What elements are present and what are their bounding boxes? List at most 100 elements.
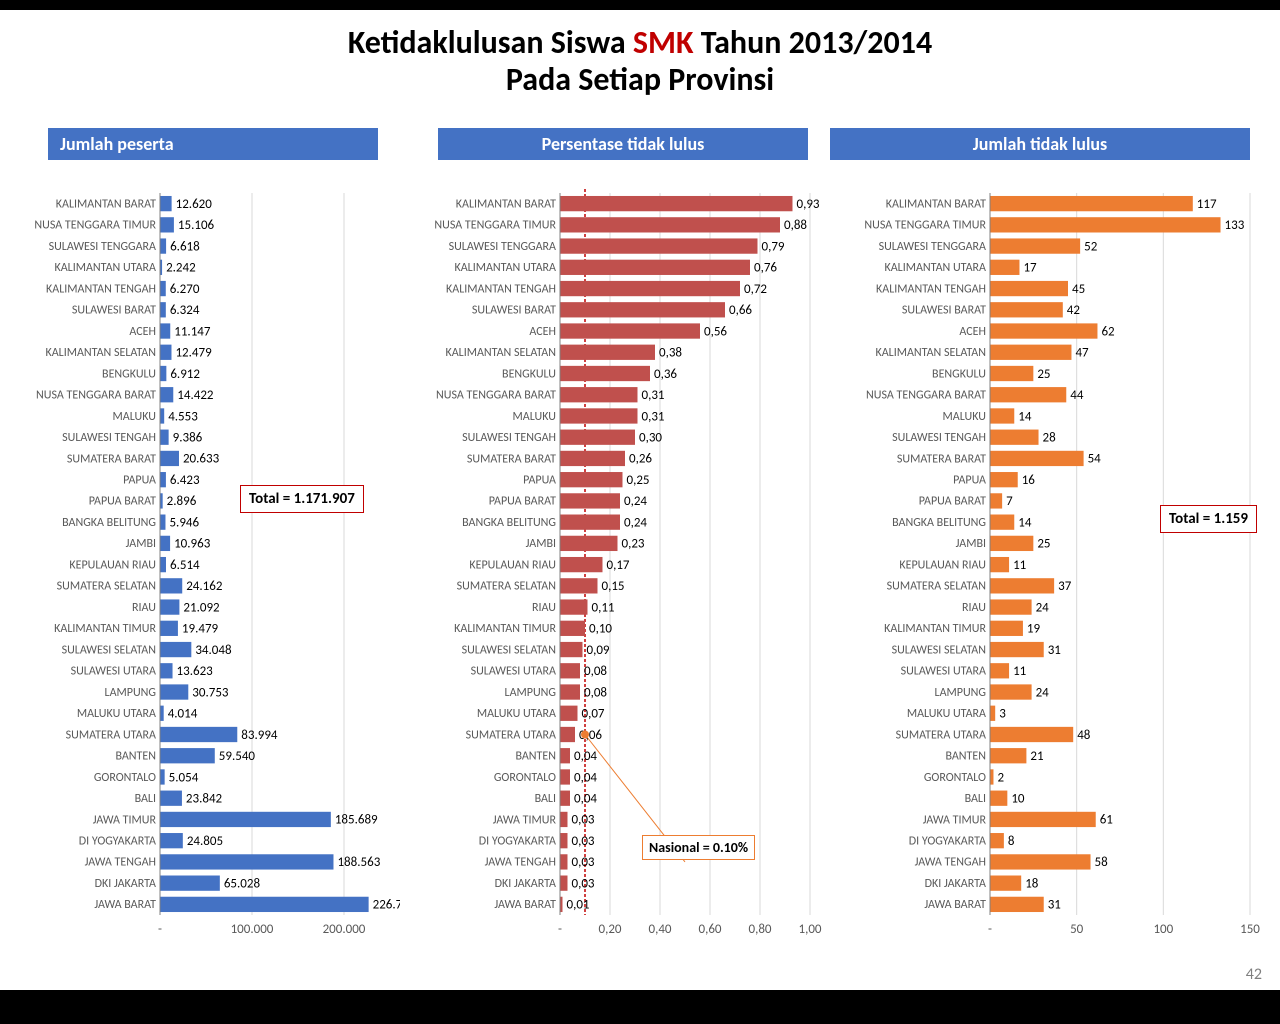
svg-text:SUMATERA BARAT: SUMATERA BARAT [897, 452, 986, 466]
svg-text:SULAWESI BARAT: SULAWESI BARAT [472, 304, 556, 318]
svg-text:SULAWESI TENGGARA: SULAWESI TENGGARA [879, 240, 986, 254]
header-right: Jumlah tidak lulus [830, 128, 1250, 160]
svg-text:14: 14 [1018, 409, 1032, 424]
title-red: SMK [633, 23, 694, 62]
svg-text:KALIMANTAN TIMUR: KALIMANTAN TIMUR [454, 622, 556, 636]
svg-text:19.479: 19.479 [182, 622, 219, 637]
svg-text:SULAWESI SELATAN: SULAWESI SELATAN [462, 643, 556, 657]
svg-text:JAWA TENGAH: JAWA TENGAH [485, 856, 556, 870]
svg-text:KALIMANTAN UTARA: KALIMANTAN UTARA [884, 261, 986, 275]
svg-text:15.106: 15.106 [178, 218, 215, 233]
svg-text:0,23: 0,23 [622, 537, 645, 552]
svg-text:37: 37 [1058, 579, 1072, 594]
svg-text:150: 150 [1240, 922, 1260, 937]
svg-text:MALUKU: MALUKU [513, 410, 556, 424]
svg-text:JAMBI: JAMBI [526, 537, 556, 551]
svg-text:21: 21 [1030, 749, 1043, 764]
svg-text:0,11: 0,11 [592, 600, 615, 615]
svg-text:0,76: 0,76 [754, 261, 777, 276]
svg-text:MALUKU: MALUKU [943, 410, 986, 424]
svg-text:6.618: 6.618 [170, 239, 200, 254]
svg-text:PAPUA: PAPUA [123, 473, 156, 487]
chart-persentase: -0,200,400,600,801,00KALIMANTAN BARAT0,9… [400, 185, 830, 945]
svg-text:SUMATERA UTARA: SUMATERA UTARA [896, 728, 986, 742]
svg-text:0,80: 0,80 [748, 922, 771, 937]
svg-text:200.000: 200.000 [323, 922, 366, 937]
header-left: Jumlah peserta [48, 128, 378, 160]
svg-text:0,08: 0,08 [584, 685, 607, 700]
svg-text:0,20: 0,20 [598, 922, 621, 937]
svg-text:PAPUA: PAPUA [953, 473, 986, 487]
svg-text:DKI JAKARTA: DKI JAKARTA [495, 877, 556, 891]
svg-text:KALIMANTAN SELATAN: KALIMANTAN SELATAN [45, 346, 156, 360]
svg-text:133: 133 [1225, 218, 1245, 233]
svg-text:6.324: 6.324 [170, 303, 200, 318]
svg-text:0,24: 0,24 [624, 494, 647, 509]
svg-text:62: 62 [1101, 324, 1115, 339]
svg-text:DKI JAKARTA: DKI JAKARTA [95, 877, 156, 891]
header-left-label: Jumlah peserta [60, 133, 174, 155]
svg-text:31: 31 [1048, 898, 1061, 913]
svg-text:58: 58 [1095, 855, 1109, 870]
svg-text:10: 10 [1011, 791, 1025, 806]
svg-text:BALI: BALI [135, 792, 156, 806]
svg-text:BANGKA BELITUNG: BANGKA BELITUNG [62, 516, 156, 530]
svg-text:0,03: 0,03 [572, 876, 595, 891]
svg-text:24: 24 [1036, 685, 1050, 700]
svg-text:KALIMANTAN UTARA: KALIMANTAN UTARA [54, 261, 156, 275]
svg-text:0,04: 0,04 [574, 791, 597, 806]
svg-text:BANGKA BELITUNG: BANGKA BELITUNG [892, 516, 986, 530]
svg-text:SULAWESI TENGAH: SULAWESI TENGAH [462, 431, 556, 445]
svg-text:KEPULAUAN RIAU: KEPULAUAN RIAU [469, 558, 556, 572]
svg-text:2: 2 [997, 770, 1004, 785]
svg-text:KALIMANTAN TENGAH: KALIMANTAN TENGAH [876, 282, 986, 296]
svg-text:BALI: BALI [535, 792, 556, 806]
total-tidak-lulus-box: Total = 1.159 [1160, 505, 1257, 533]
svg-text:7: 7 [1006, 494, 1013, 509]
header-right-label: Jumlah tidak lulus [973, 133, 1107, 155]
svg-text:0,04: 0,04 [574, 749, 597, 764]
svg-text:SULAWESI UTARA: SULAWESI UTARA [901, 665, 986, 679]
svg-text:RIAU: RIAU [962, 601, 986, 615]
svg-text:0,79: 0,79 [762, 239, 785, 254]
svg-text:KALIMANTAN TENGAH: KALIMANTAN TENGAH [46, 282, 156, 296]
svg-text:LAMPUNG: LAMPUNG [505, 686, 556, 700]
svg-text:9.386: 9.386 [173, 430, 203, 445]
svg-text:NUSA TENGGARA TIMUR: NUSA TENGGARA TIMUR [864, 219, 986, 233]
svg-text:28: 28 [1043, 430, 1057, 445]
svg-text:PAPUA BARAT: PAPUA BARAT [489, 495, 556, 509]
svg-text:3: 3 [999, 707, 1006, 722]
svg-text:JAWA BARAT: JAWA BARAT [924, 898, 986, 912]
svg-text:LAMPUNG: LAMPUNG [105, 686, 156, 700]
svg-text:NUSA TENGGARA TIMUR: NUSA TENGGARA TIMUR [34, 219, 156, 233]
svg-text:18: 18 [1025, 876, 1039, 891]
svg-text:KEPULAUAN RIAU: KEPULAUAN RIAU [899, 558, 986, 572]
svg-text:KALIMANTAN BARAT: KALIMANTAN BARAT [456, 197, 556, 211]
svg-text:KALIMANTAN TIMUR: KALIMANTAN TIMUR [884, 622, 986, 636]
svg-text:6.514: 6.514 [170, 558, 200, 573]
svg-text:8: 8 [1008, 834, 1015, 849]
svg-text:11: 11 [1013, 664, 1026, 679]
svg-text:NUSA TENGGARA BARAT: NUSA TENGGARA BARAT [436, 389, 556, 403]
svg-text:SUMATERA UTARA: SUMATERA UTARA [466, 728, 556, 742]
svg-text:RIAU: RIAU [132, 601, 156, 615]
svg-text:DI YOGYAKARTA: DI YOGYAKARTA [79, 834, 156, 848]
svg-text:14.422: 14.422 [177, 388, 214, 403]
svg-text:BANGKA BELITUNG: BANGKA BELITUNG [462, 516, 556, 530]
svg-text:JAMBI: JAMBI [956, 537, 986, 551]
svg-text:0,26: 0,26 [629, 452, 652, 467]
slide: Ketidaklulusan Siswa SMK Tahun 2013/2014… [0, 10, 1280, 990]
svg-text:0,93: 0,93 [797, 197, 820, 212]
svg-text:5.946: 5.946 [169, 515, 199, 530]
svg-text:LAMPUNG: LAMPUNG [935, 686, 986, 700]
svg-text:NUSA TENGGARA TIMUR: NUSA TENGGARA TIMUR [434, 219, 556, 233]
svg-text:SULAWESI UTARA: SULAWESI UTARA [471, 665, 556, 679]
svg-text:MALUKU UTARA: MALUKU UTARA [477, 707, 556, 721]
svg-text:ACEH: ACEH [129, 325, 156, 339]
svg-text:21.092: 21.092 [183, 600, 220, 615]
svg-text:SULAWESI BARAT: SULAWESI BARAT [902, 304, 986, 318]
svg-text:SULAWESI SELATAN: SULAWESI SELATAN [892, 643, 986, 657]
svg-text:SUMATERA UTARA: SUMATERA UTARA [66, 728, 156, 742]
svg-text:16: 16 [1022, 473, 1036, 488]
svg-text:0,40: 0,40 [648, 922, 671, 937]
